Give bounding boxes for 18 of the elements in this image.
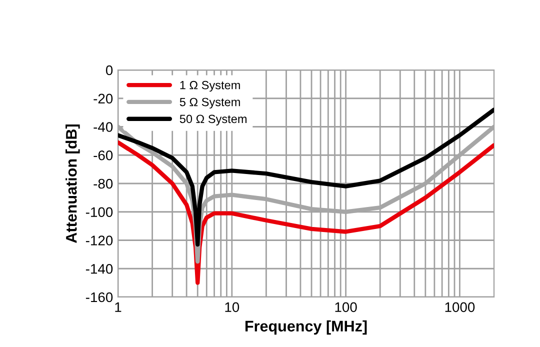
y-tick-label: -160 — [86, 292, 113, 302]
x-tick-label: 1000 — [445, 302, 475, 312]
legend-label: 50 Ω System — [180, 114, 246, 126]
x-tick-label: 10 — [225, 302, 240, 312]
y-tick-label: -80 — [94, 178, 113, 189]
y-tick-label: -40 — [94, 122, 113, 132]
legend-label: 5 Ω System — [180, 98, 240, 109]
y-tick-label: 0 — [106, 65, 113, 76]
y-axis-title: Attenuation [dB] — [66, 124, 80, 243]
x-axis-title: Frequency [MHz] — [245, 320, 367, 335]
y-tick-label: -100 — [86, 207, 113, 218]
y-tick-label: -20 — [94, 94, 113, 104]
x-tick-label: 100 — [335, 302, 357, 312]
y-tick-label: -120 — [86, 236, 113, 246]
legend-label: 1 Ω System — [180, 80, 240, 92]
y-tick-label: -60 — [94, 150, 113, 160]
y-tick-label: -140 — [86, 264, 113, 274]
x-tick-label: 1 — [115, 302, 122, 312]
